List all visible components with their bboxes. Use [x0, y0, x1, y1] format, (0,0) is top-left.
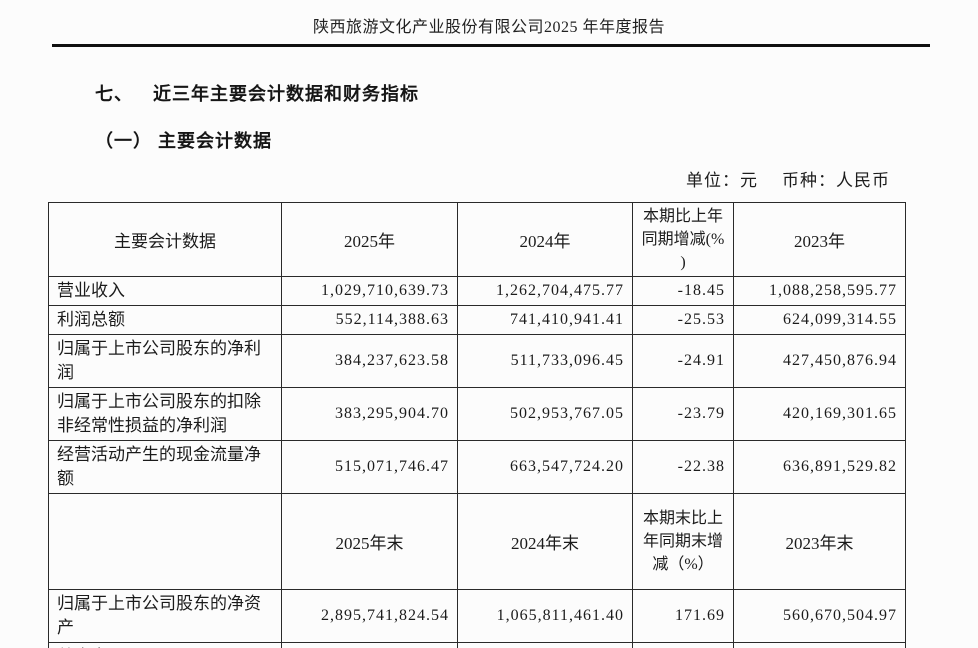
row-label: 总资产 [48, 642, 282, 648]
row-label: 归属于上市公司股东的净资产 [48, 589, 282, 643]
col-header-period-change: 本期比上年同期增减(%) [632, 202, 734, 277]
section-number: 七、 [95, 84, 133, 104]
col-header-metric: 主要会计数据 [48, 202, 282, 277]
col-header-blank [48, 493, 282, 590]
accounting-data-table: 主要会计数据 2025年 2024年 本期比上年同期增减(%) 2023年 营业… [48, 202, 906, 648]
col-header-2024: 2024年 [457, 202, 633, 277]
row-label: 利润总额 [48, 305, 282, 335]
cell-2025: 2,895,741,824.54 [281, 589, 458, 643]
table-row: 归属于上市公司股东的扣除非经常性损益的净利润 383,295,904.70 50… [48, 387, 906, 441]
unit-note: 单位：元 币种：人民币 [0, 166, 890, 191]
cell-2024: 741,410,941.41 [457, 305, 633, 335]
table-row: 利润总额 552,114,388.63 741,410,941.41 -25.5… [48, 305, 906, 335]
cell-change: -25.53 [632, 305, 734, 335]
cell-2023: 427,450,876.94 [733, 334, 906, 388]
cell-change: -22.38 [632, 440, 734, 494]
cell-2025: 552,114,388.63 [281, 305, 458, 335]
col-header-2025-end: 2025年末 [281, 493, 458, 590]
section-title: 近三年主要会计数据和财务指标 [153, 84, 419, 104]
unit-label: 单位：元 [686, 171, 758, 190]
cell-2023: 420,169,301.65 [733, 387, 906, 441]
cell-change: -18.45 [632, 276, 734, 306]
cell-2024: 511,733,096.45 [457, 334, 633, 388]
table-row: 归属于上市公司股东的净资产 2,895,741,824.54 1,065,811… [48, 589, 906, 643]
row-label: 经营活动产生的现金流量净额 [48, 440, 282, 494]
table-header-row-period: 主要会计数据 2025年 2024年 本期比上年同期增减(%) 2023年 [48, 202, 906, 277]
header-divider-rule [52, 44, 930, 47]
section-heading: 七、 近三年主要会计数据和财务指标 [95, 80, 978, 106]
cell-2023: 624,099,314.55 [733, 305, 906, 335]
row-label: 营业收入 [48, 276, 282, 306]
col-header-2023-end: 2023年末 [733, 493, 906, 590]
table-header-row-yearend: 2025年末 2024年末 本期末比上年同期末增减（%） 2023年末 [48, 493, 906, 590]
cell-change: -24.91 [632, 334, 734, 388]
cell-2025: 515,071,746.47 [281, 440, 458, 494]
table-row: 营业收入 1,029,710,639.73 1,262,704,475.77 -… [48, 276, 906, 306]
col-header-2023: 2023年 [733, 202, 906, 277]
cell-2024: 663,547,724.20 [457, 440, 633, 494]
subsection-heading: （一） 主要会计数据 [95, 127, 978, 153]
cell-2024: 1,855,501,381.27 [457, 642, 633, 648]
cell-2023: 560,670,504.97 [733, 589, 906, 643]
cell-change: 106.76 [632, 642, 734, 648]
cell-2024: 1,262,704,475.77 [457, 276, 633, 306]
cell-2023: 636,891,529.82 [733, 440, 906, 494]
row-label: 归属于上市公司股东的扣除非经常性损益的净利润 [48, 387, 282, 441]
row-label: 归属于上市公司股东的净利润 [48, 334, 282, 388]
cell-2025: 383,295,904.70 [281, 387, 458, 441]
table-row: 归属于上市公司股东的净利润 384,237,623.58 511,733,096… [48, 334, 906, 388]
currency-label: 币种：人民币 [782, 171, 890, 190]
cell-2025: 384,237,623.58 [281, 334, 458, 388]
subsection-number: （一） [95, 131, 152, 151]
table-row: 总资产 3,836,375,533.96 1,855,501,381.27 10… [48, 642, 906, 648]
cell-2024: 1,065,811,461.40 [457, 589, 633, 643]
subsection-title: 主要会计数据 [158, 131, 272, 151]
cell-2025: 1,029,710,639.73 [281, 276, 458, 306]
cell-2025: 3,836,375,533.96 [281, 642, 458, 648]
cell-change: 171.69 [632, 589, 734, 643]
table-row: 经营活动产生的现金流量净额 515,071,746.47 663,547,724… [48, 440, 906, 494]
document-header-title: 陕西旅游文化产业股份有限公司2025 年年度报告 [312, 19, 665, 36]
col-header-2024-end: 2024年末 [457, 493, 633, 590]
cell-2024: 502,953,767.05 [457, 387, 633, 441]
col-header-end-change: 本期末比上年同期末增减（%） [632, 493, 734, 590]
cell-change: -23.79 [632, 387, 734, 441]
cell-2023: 1,088,258,595.77 [733, 276, 906, 306]
col-header-2025: 2025年 [281, 202, 458, 277]
cell-2023: 1,329,842,931.76 [733, 642, 906, 648]
